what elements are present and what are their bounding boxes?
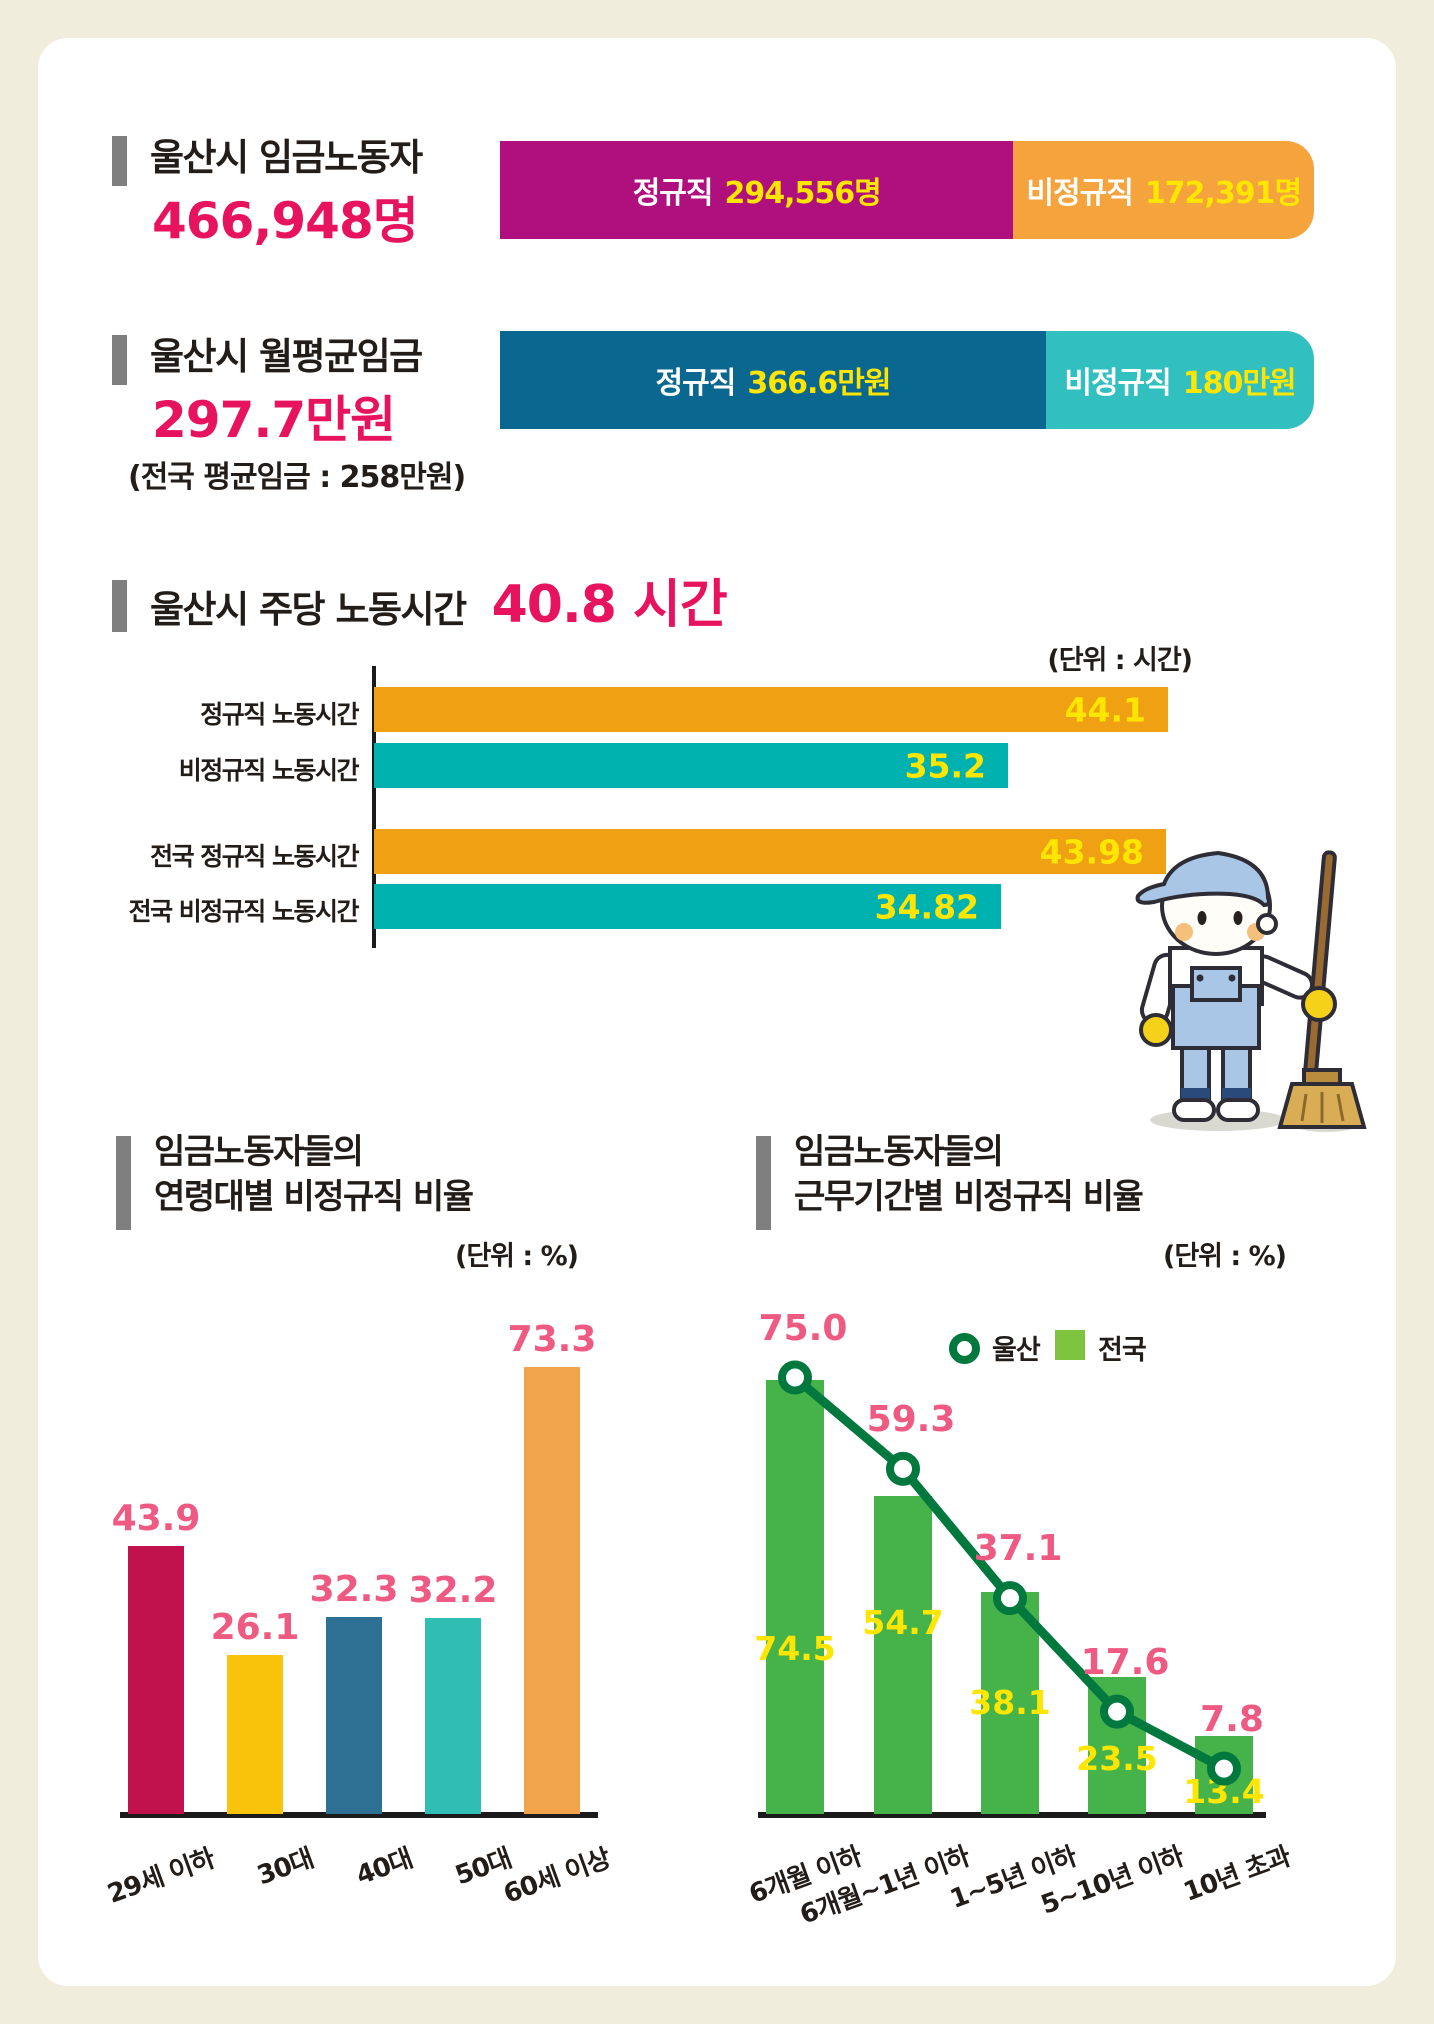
hours-row-label: 비정규직 노동시간 — [178, 756, 360, 785]
age-title-line2: 연령대별 비정규직 비율 — [154, 1177, 474, 1217]
tenure-line-value-label: 75.0 — [758, 1308, 848, 1349]
age-bar — [524, 1367, 580, 1814]
wage-national-note: (전국 평균임금 : 258만원) — [128, 460, 466, 495]
workers-bar-segment-value: 172,391명 — [1144, 176, 1302, 211]
workers-bar-segment-label: 비정규직 — [1026, 176, 1133, 211]
age-bar — [326, 1617, 382, 1814]
hours-row-label: 전국 비정규직 노동시간 — [128, 897, 360, 926]
legend-national-label: 전국 — [1098, 1335, 1147, 1366]
age-bar — [128, 1546, 184, 1814]
wage-bar-segment-value: 180만원 — [1182, 366, 1297, 401]
age-bar — [425, 1618, 481, 1814]
tenure-bar-value-label: 74.5 — [754, 1629, 836, 1668]
age-value-label: 43.9 — [111, 1498, 201, 1539]
wage-stacked-bar: 정규직 366.6만원 비정규직 180만원 — [500, 331, 1314, 429]
tenure-title-marker — [756, 1136, 771, 1230]
workers-bar-segment: 비정규직 172,391명 — [1013, 141, 1314, 239]
tenure-bar-value-label: 23.5 — [1076, 1739, 1158, 1778]
tenure-line-value-label: 37.1 — [973, 1528, 1063, 1569]
tenure-unit-note: (단위 : %) — [1162, 1241, 1287, 1272]
hours-title-marker — [112, 580, 127, 632]
tenure-bar-value-label: 54.7 — [862, 1603, 944, 1642]
hours-bar-value: 43.98 — [1039, 832, 1144, 871]
tenure-line-value-label: 17.6 — [1080, 1642, 1170, 1683]
workers-title: 울산시 임금노동자 — [150, 136, 423, 179]
tenure-bar — [766, 1380, 824, 1814]
wage-bar-segment-label: 비정규직 — [1064, 366, 1171, 401]
hours-bar: 35.2 — [374, 743, 1008, 788]
workers-title-marker — [112, 136, 127, 186]
tenure-bar — [981, 1592, 1039, 1814]
wage-bar-segment-value: 366.6만원 — [747, 366, 891, 401]
age-chart-axis — [120, 1812, 598, 1818]
broom-icon — [1277, 850, 1367, 1129]
tenure-line-marker-icon — [1207, 1751, 1241, 1786]
age-value-label: 32.2 — [408, 1570, 498, 1611]
hours-row-label: 정규직 노동시간 — [200, 700, 359, 729]
wage-bar-segment: 비정규직 180만원 — [1045, 331, 1314, 429]
tenure-line-marker-icon — [993, 1581, 1027, 1616]
tenure-line-marker-icon — [886, 1451, 920, 1486]
tenure-line-value-label: 59.3 — [866, 1399, 956, 1440]
hours-chart-axis — [372, 666, 376, 948]
hours-title: 울산시 주당 노동시간 — [150, 588, 467, 631]
hours-unit-note: (단위 : 시간) — [1047, 645, 1193, 676]
wage-bar-segment-label: 정규직 — [655, 366, 737, 401]
workers-bar-segment-label: 정규직 — [632, 176, 714, 211]
mascot-head — [1135, 850, 1278, 956]
tenure-title-line2: 근무기간별 비정규직 비율 — [794, 1177, 1144, 1217]
legend-bar-swatch-icon — [1055, 1330, 1085, 1360]
mascot-body — [1139, 946, 1337, 1122]
workers-total: 466,948명 — [152, 192, 419, 250]
age-unit-note: (단위 : %) — [454, 1241, 579, 1272]
mascot-left-glove — [1139, 1013, 1173, 1047]
hours-bar-value: 35.2 — [904, 746, 986, 785]
hours-bar: 43.98 — [374, 829, 1166, 874]
wage-title-marker — [112, 335, 127, 385]
tenure-line-marker-icon — [1100, 1694, 1134, 1729]
tenure-line-value-label: 7.8 — [1200, 1699, 1264, 1740]
age-bar — [227, 1655, 283, 1814]
wage-title: 울산시 월평균임금 — [150, 335, 423, 378]
age-value-label: 73.3 — [507, 1319, 597, 1360]
hours-bar: 44.1 — [374, 687, 1168, 732]
age-title-line1: 임금노동자들의 — [154, 1132, 364, 1172]
legend-line-marker-icon — [949, 1333, 980, 1364]
mascot-cleaner-illustration — [1135, 850, 1367, 1132]
tenure-chart-axis — [758, 1812, 1266, 1818]
hours-row-label: 전국 정규직 노동시간 — [150, 842, 359, 871]
hours-highlight-value: 40.8 시간 — [491, 575, 728, 635]
wage-bar-segment: 정규직 366.6만원 — [500, 331, 1046, 429]
tenure-line-series — [778, 1360, 1241, 1786]
tenure-line-marker-icon — [778, 1360, 812, 1395]
workers-bar-segment: 정규직 294,556명 — [500, 141, 1014, 239]
hours-bar-value: 34.82 — [874, 887, 979, 926]
hours-bar-value: 44.1 — [1064, 690, 1146, 729]
tenure-bar-value-label: 38.1 — [969, 1683, 1051, 1722]
age-title-marker — [116, 1136, 131, 1230]
hours-bar: 34.82 — [374, 884, 1001, 929]
mascot-right-glove — [1301, 986, 1337, 1022]
wage-total: 297.7만원 — [152, 391, 396, 449]
legend-ulsan-label: 울산 — [992, 1335, 1041, 1366]
workers-stacked-bar: 정규직 294,556명 비정규직 172,391명 — [500, 141, 1314, 239]
tenure-title-line1: 임금노동자들의 — [794, 1132, 1004, 1172]
age-value-label: 26.1 — [210, 1607, 300, 1648]
tenure-bar — [874, 1496, 932, 1814]
age-value-label: 32.3 — [309, 1569, 399, 1610]
workers-bar-segment-value: 294,556명 — [724, 176, 882, 211]
hours-title-row: 울산시 주당 노동시간 40.8 시간 — [150, 574, 728, 641]
